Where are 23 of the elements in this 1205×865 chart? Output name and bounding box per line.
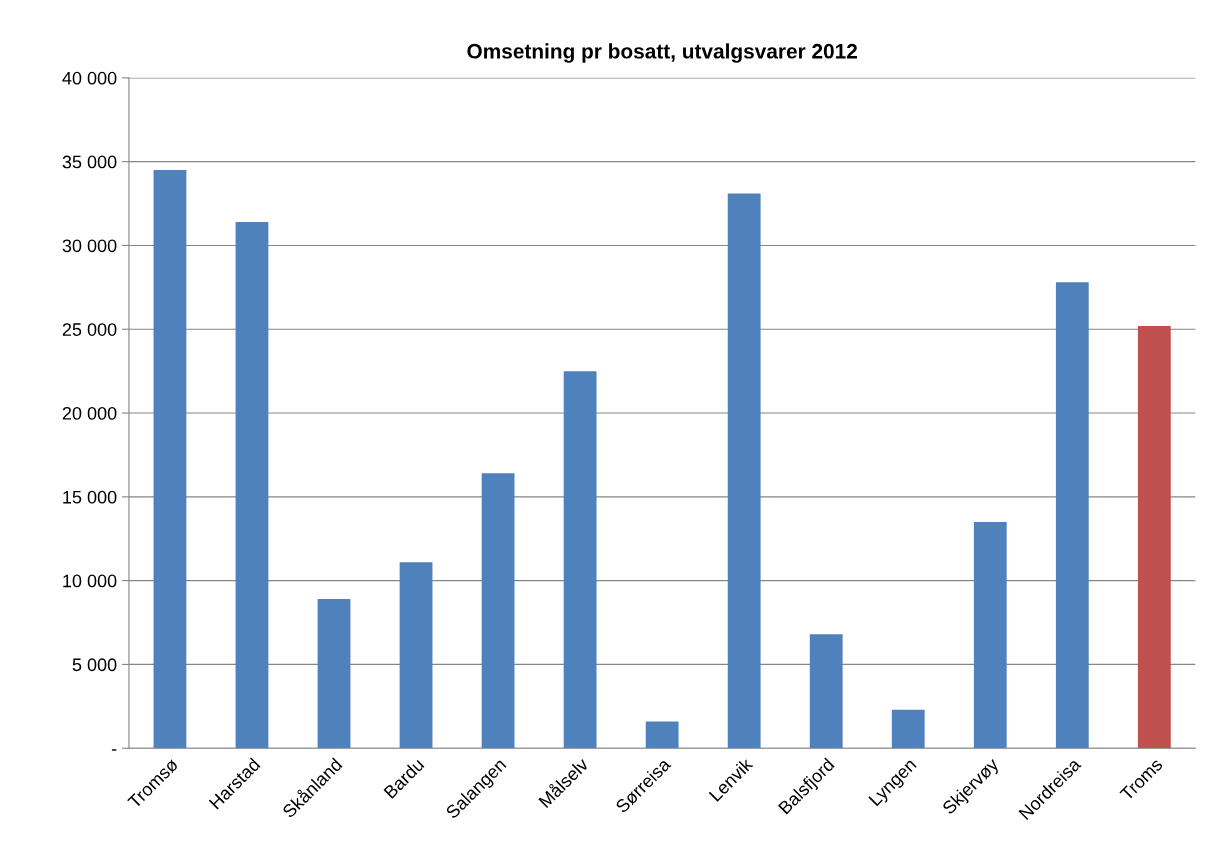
bar	[235, 221, 269, 749]
y-tick-label: 15 000	[63, 490, 117, 504]
bar	[809, 634, 843, 749]
bar	[399, 562, 433, 749]
bar	[1055, 282, 1089, 749]
y-tick-label: -	[111, 749, 117, 751]
y-tick-label: 30 000	[62, 239, 117, 253]
bar	[973, 521, 1007, 749]
bar	[645, 721, 679, 749]
bar	[317, 599, 351, 749]
y-tick-label: 35 000	[62, 155, 117, 169]
bar	[563, 371, 597, 749]
chart-title: Omsetning pr bosatt, utvalgsvarer 2012	[467, 43, 857, 63]
bar	[153, 170, 187, 749]
y-tick-label: 10 000	[63, 574, 117, 588]
bar	[1137, 325, 1171, 749]
y-tick-label: 25 000	[62, 323, 117, 336]
y-tick-label: 20 000	[62, 406, 117, 420]
bar	[891, 709, 925, 749]
bar	[727, 193, 761, 749]
bar	[481, 473, 515, 749]
y-tick-label: 40 000	[62, 71, 117, 85]
y-tick-label: 5 000	[72, 658, 117, 672]
